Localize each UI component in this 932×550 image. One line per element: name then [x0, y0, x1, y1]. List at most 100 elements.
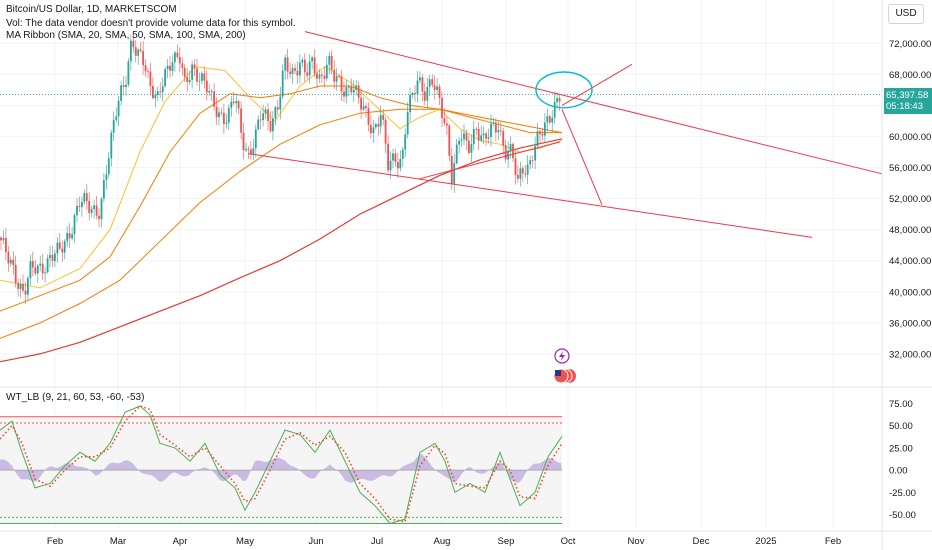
- wt2-line: [0, 405, 563, 523]
- candle-81: [198, 72, 201, 92]
- candle-106: [259, 110, 262, 130]
- candle-14: [34, 260, 37, 276]
- time-tick-9: Nov: [628, 536, 645, 547]
- candle-4: [9, 256, 12, 267]
- candle-122: [299, 54, 301, 84]
- candle-203: [497, 121, 500, 140]
- candle-47: [115, 107, 118, 124]
- candle-198: [485, 131, 487, 146]
- trendline-1[interactable]: [247, 153, 813, 238]
- candle-49: [120, 80, 122, 106]
- candle-67: [164, 66, 166, 88]
- symbol-title[interactable]: Bitcoin/US Dollar, 1D, MARKETSCOM: [6, 4, 177, 15]
- candle-120: [294, 63, 296, 74]
- candle-84: [205, 70, 208, 101]
- candle-41: [100, 196, 103, 228]
- trendline-3[interactable]: [561, 63, 633, 106]
- candle-226: [553, 92, 556, 124]
- candle-46: [112, 111, 115, 141]
- candle-27: [66, 226, 69, 247]
- candle-124: [303, 53, 306, 82]
- candle-78: [191, 60, 193, 89]
- trendline-4[interactable]: [561, 109, 603, 205]
- ma-ribbon-legend[interactable]: MA Ribbon (SMA, 20, SMA, 50, SMA, 100, S…: [6, 30, 246, 41]
- candles: [0, 31, 561, 305]
- candle-169: [414, 85, 416, 102]
- candle-48: [117, 96, 120, 127]
- candle-61: [149, 62, 152, 96]
- candle-162: [397, 152, 399, 178]
- candle-125: [306, 62, 309, 80]
- price-tick-8: 40,000.00: [889, 287, 931, 298]
- candle-115: [281, 64, 284, 100]
- candle-111: [272, 110, 274, 141]
- candle-137: [335, 68, 338, 91]
- trendline-2[interactable]: [417, 141, 561, 180]
- candle-201: [492, 117, 495, 127]
- candle-116: [284, 54, 287, 80]
- event-icons[interactable]: [553, 348, 576, 384]
- candle-3: [7, 245, 10, 272]
- candle-80: [196, 58, 198, 86]
- candle-173: [423, 82, 426, 106]
- candle-35: [85, 184, 88, 210]
- candle-180: [441, 91, 443, 127]
- candle-193: [472, 120, 475, 151]
- wt-lb-legend[interactable]: WT_LB (9, 21, 60, 53, -60, -53): [6, 392, 145, 403]
- candle-196: [480, 125, 483, 143]
- candle-123: [301, 57, 304, 67]
- candle-217: [531, 155, 534, 168]
- candle-177: [433, 75, 436, 100]
- trendline-0[interactable]: [304, 31, 883, 175]
- candle-18: [44, 266, 46, 283]
- candle-190: [465, 129, 468, 150]
- time-tick-11: 2025: [755, 536, 776, 547]
- candle-128: [313, 49, 316, 77]
- volume-note: Vol: The data vendor doesn't provide vol…: [6, 18, 296, 29]
- candle-75: [183, 64, 186, 82]
- trendlines[interactable]: [247, 31, 883, 238]
- candle-107: [262, 104, 264, 127]
- candle-171: [419, 71, 421, 84]
- candle-215: [526, 155, 529, 185]
- candle-63: [154, 90, 157, 108]
- price-tick-0: 72,000.00: [889, 39, 931, 50]
- price-tick-6: 48,000.00: [889, 225, 931, 236]
- candle-28: [68, 223, 71, 248]
- time-tick-1: Mar: [110, 536, 126, 547]
- candle-127: [311, 55, 313, 70]
- ma-line-sma-200: [0, 138, 563, 363]
- candle-104: [254, 124, 257, 158]
- candle-164: [401, 146, 404, 168]
- candle-29: [71, 227, 73, 241]
- candle-43: [105, 164, 108, 190]
- candle-92: [225, 113, 228, 129]
- candle-178: [436, 78, 438, 96]
- candle-189: [463, 124, 465, 146]
- candle-38: [93, 199, 95, 219]
- candle-222: [544, 112, 546, 143]
- candle-31: [76, 197, 78, 223]
- candle-146: [357, 81, 360, 104]
- candle-25: [61, 240, 64, 262]
- candle-65: [159, 82, 162, 98]
- candle-44: [107, 151, 110, 179]
- currency-button[interactable]: USD: [888, 4, 924, 24]
- candle-136: [333, 60, 336, 89]
- candle-134: [328, 52, 331, 75]
- candle-138: [338, 74, 340, 79]
- candle-129: [316, 63, 318, 89]
- candle-187: [458, 137, 460, 154]
- candle-152: [372, 119, 375, 143]
- ma-line-sma-50: [0, 85, 562, 312]
- candle-22: [54, 249, 56, 268]
- candle-118: [289, 62, 291, 79]
- candle-197: [482, 126, 485, 145]
- candle-172: [421, 74, 424, 102]
- candle-207: [507, 141, 509, 168]
- candle-148: [362, 97, 365, 111]
- candle-126: [308, 54, 311, 84]
- highlight-ellipse[interactable]: [535, 71, 593, 109]
- candle-96: [235, 93, 238, 113]
